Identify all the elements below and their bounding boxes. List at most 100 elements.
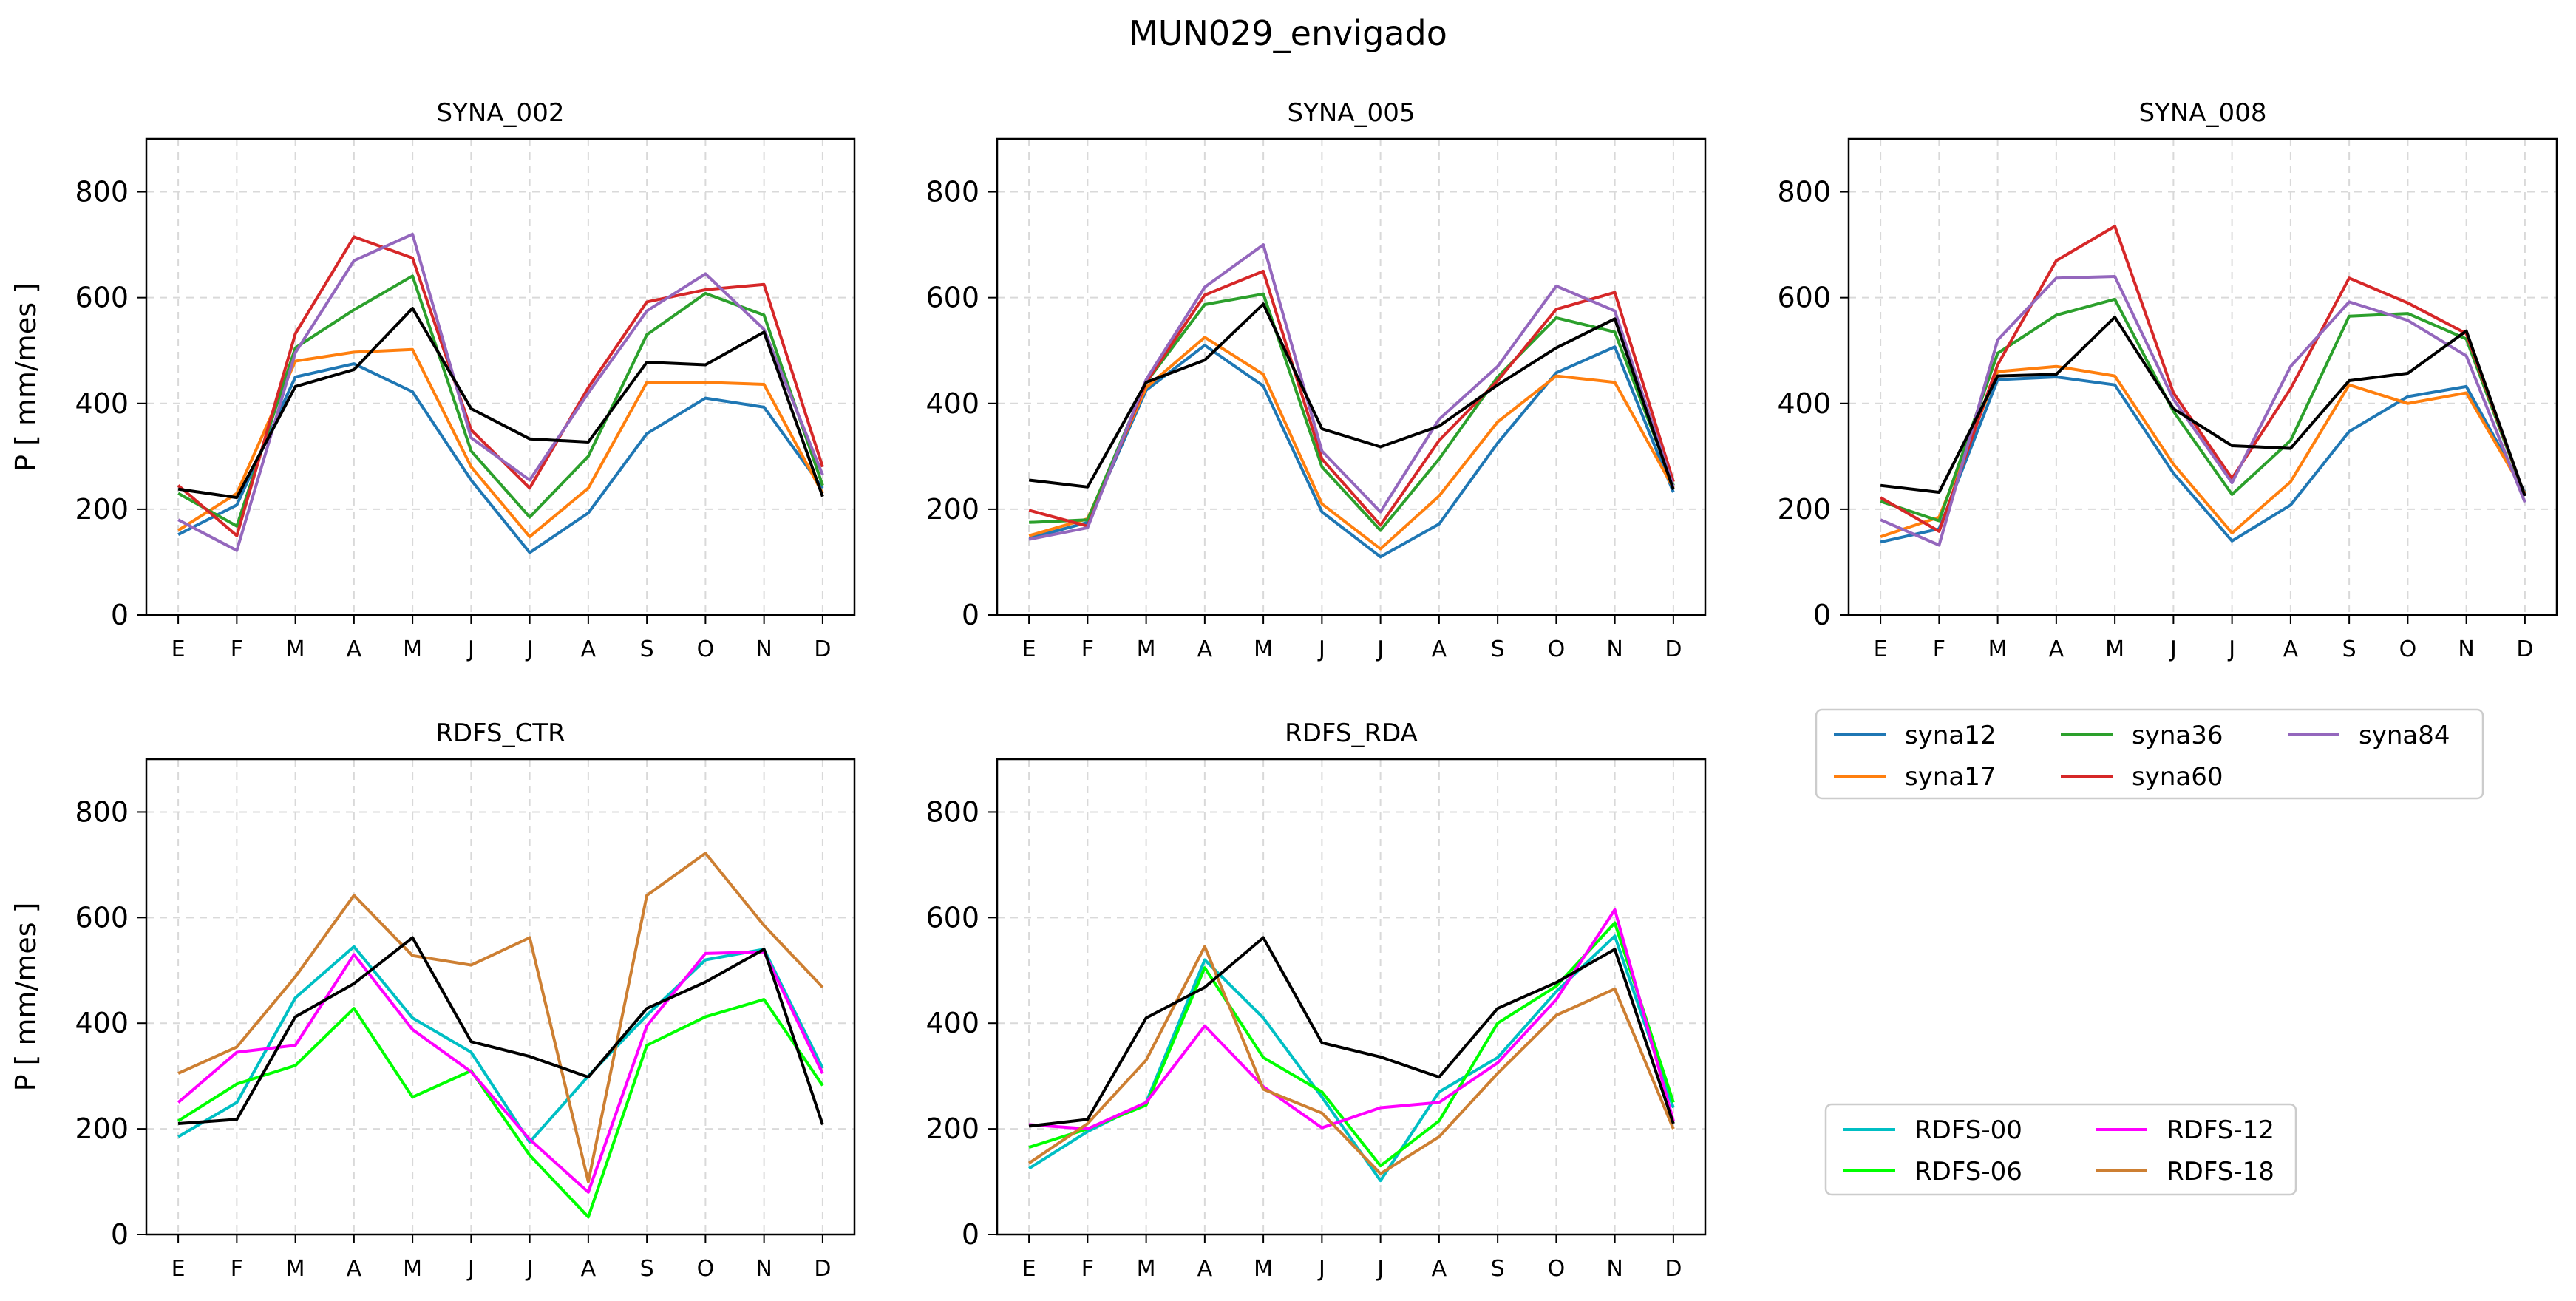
y-tick-label: 600 — [75, 901, 129, 934]
x-tick-label: M — [1137, 1256, 1156, 1282]
y-tick-label: 0 — [962, 599, 979, 631]
legend-label: RDFS-06 — [1914, 1157, 2022, 1186]
x-tick-label: N — [1606, 636, 1622, 662]
y-tick-label: 600 — [75, 282, 129, 314]
panel-title: SYNA_008 — [2139, 98, 2267, 128]
series-line-rdfs-06 — [1028, 921, 1675, 1168]
x-tick-label: O — [1548, 636, 1566, 662]
series-line-syna36 — [177, 274, 824, 528]
y-tick-label: 0 — [111, 599, 129, 631]
y-tick-label: 200 — [75, 1113, 129, 1145]
series-line-series-4 — [177, 936, 824, 1126]
x-tick-label: J — [2169, 636, 2177, 662]
x-tick-label: A — [581, 636, 597, 662]
chart-panel-syna-005: E F M A M J J A S O N D 0 200 400 600 800 SYNA_005 — [925, 98, 1707, 662]
x-tick-label: D — [1665, 636, 1682, 662]
x-tick-label: D — [1665, 1256, 1682, 1282]
plot-frame — [996, 758, 1707, 1236]
y-tick-label: 200 — [75, 493, 129, 526]
x-tick-label: J — [1376, 1256, 1384, 1282]
series-line-syna60 — [1028, 269, 1675, 528]
y-tick-label: 800 — [75, 176, 129, 208]
y-tick-label: 600 — [925, 901, 979, 934]
x-tick-label: E — [1874, 636, 1888, 662]
x-tick-label: N — [755, 1256, 772, 1282]
y-tick-label: 400 — [925, 387, 979, 420]
series-line-rdfs-18 — [177, 852, 824, 1183]
series-line-syna12 — [1880, 376, 2526, 544]
y-tick-label: 200 — [925, 1113, 979, 1145]
legend-label: syna60 — [2132, 762, 2223, 792]
y-tick-label: 400 — [75, 1007, 129, 1039]
y-axis-label: P [ mm/mes ] — [10, 282, 42, 472]
y-axis-label: P [ mm/mes ] — [10, 903, 42, 1092]
y-tick-label: 600 — [925, 282, 979, 314]
x-tick-label: F — [1081, 636, 1094, 662]
legend-label: RDFS-12 — [2167, 1115, 2274, 1145]
plot-frame — [145, 758, 856, 1236]
x-tick-label: A — [581, 1256, 597, 1282]
plot-frame — [996, 137, 1707, 616]
legend-frame — [1815, 708, 2484, 800]
series-line-syna36 — [1880, 297, 2526, 523]
legend-label: syna84 — [2359, 721, 2450, 750]
series-line-syna60 — [177, 235, 824, 537]
legend-label: RDFS-18 — [2167, 1157, 2274, 1186]
series-line-rdfs-06 — [177, 998, 824, 1219]
chart-panel-syna-008: E F M A M J J A S O N D 0 200 400 600 800 SYNA_008 — [1777, 98, 2558, 662]
x-tick-label: M — [1254, 1256, 1273, 1282]
legend-label: syna17 — [1905, 762, 1996, 792]
x-tick-label: J — [466, 1256, 475, 1282]
x-tick-label: O — [697, 636, 715, 662]
chart-panel-rdfs-ctr: E F M A M J J A S O N D 0 200 400 600 800 RDFS_CTR P [ mm/… — [10, 719, 856, 1282]
x-tick-label: M — [403, 636, 422, 662]
x-tick-label: E — [171, 636, 186, 662]
y-tick-label: 200 — [1777, 493, 1831, 526]
x-tick-label: M — [286, 1256, 305, 1282]
series-line-syna12 — [177, 362, 824, 554]
x-tick-label: S — [2342, 636, 2356, 662]
plot-frame — [145, 137, 856, 616]
x-tick-label: J — [525, 1256, 533, 1282]
x-tick-label: J — [466, 636, 475, 662]
legend-rdfs: RDFS-00 RDFS-06 RDFS-12 RDFS-18 — [1824, 1103, 2297, 1196]
x-tick-label: S — [640, 636, 654, 662]
plot-frame — [1847, 137, 2558, 616]
x-tick-label: S — [1491, 636, 1505, 662]
series-line-series-5 — [177, 307, 824, 500]
x-tick-label: A — [1197, 636, 1213, 662]
x-tick-label: J — [2227, 636, 2235, 662]
x-tick-label: N — [755, 636, 772, 662]
x-tick-label: D — [2516, 636, 2533, 662]
series-line-rdfs-00 — [177, 945, 824, 1144]
legend-label: syna36 — [2132, 721, 2223, 750]
x-tick-label: A — [1432, 636, 1447, 662]
series-line-syna17 — [177, 347, 824, 539]
series-line-series-5 — [1880, 316, 2526, 497]
x-tick-label: A — [347, 1256, 362, 1282]
x-tick-label: A — [1432, 1256, 1447, 1282]
x-tick-label: A — [2283, 636, 2299, 662]
y-tick-label: 800 — [1777, 176, 1831, 208]
x-tick-label: S — [1491, 1256, 1505, 1282]
x-tick-label: J — [1317, 636, 1325, 662]
x-tick-label: J — [525, 636, 533, 662]
series-line-series-4 — [1880, 275, 2526, 547]
x-tick-label: F — [231, 1256, 243, 1282]
x-tick-label: M — [403, 1256, 422, 1282]
y-tick-label: 0 — [962, 1218, 979, 1251]
y-tick-label: 400 — [75, 387, 129, 420]
series-line-rdfs-12 — [177, 950, 824, 1194]
x-tick-label: M — [286, 636, 305, 662]
x-tick-label: M — [1988, 636, 2008, 662]
x-tick-label: E — [1022, 1256, 1036, 1282]
panel-title: SYNA_005 — [1288, 98, 1416, 128]
chart-panel-rdfs-rda: E F M A M J J A S O N D 0 200 400 600 800 RDFS_RDA — [925, 719, 1707, 1282]
series-line-syna60 — [1880, 225, 2526, 533]
x-tick-label: J — [1317, 1256, 1325, 1282]
series-line-rdfs-12 — [1028, 908, 1675, 1131]
panel-title: RDFS_CTR — [435, 719, 565, 748]
legend-syna: syna12 syna17 syna36 syna60 syna84 — [1815, 708, 2484, 800]
x-tick-label: S — [640, 1256, 654, 1282]
